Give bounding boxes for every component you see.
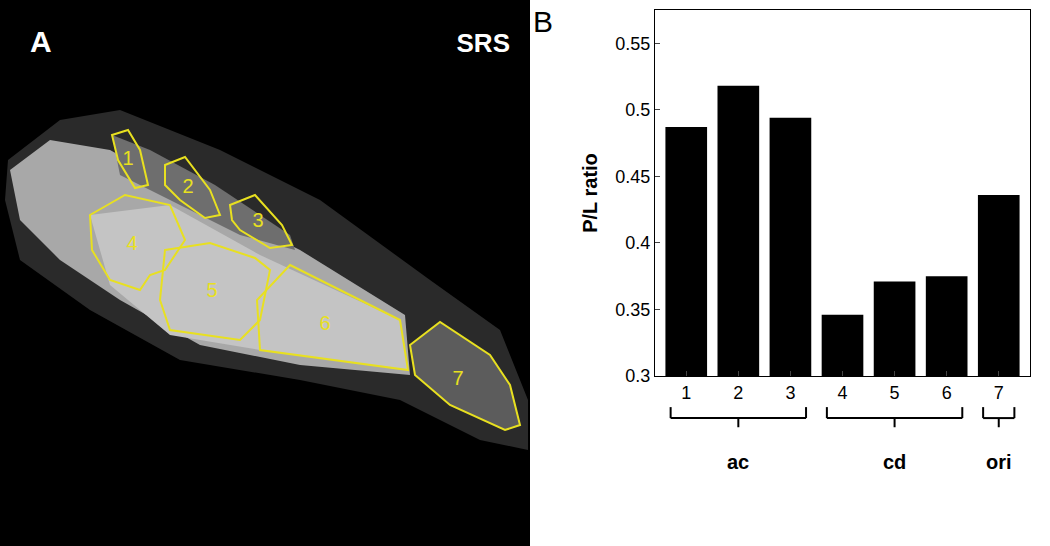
svg-text:0.5: 0.5 bbox=[625, 100, 650, 120]
svg-text:ac: ac bbox=[727, 451, 749, 473]
svg-text:4: 4 bbox=[126, 232, 137, 254]
svg-text:2: 2 bbox=[733, 383, 743, 403]
svg-text:B: B bbox=[533, 5, 553, 38]
svg-text:5: 5 bbox=[890, 383, 900, 403]
svg-text:3: 3 bbox=[785, 383, 795, 403]
svg-text:7: 7 bbox=[994, 383, 1004, 403]
svg-text:0.4: 0.4 bbox=[625, 233, 650, 253]
svg-text:SRS: SRS bbox=[457, 28, 510, 58]
svg-text:P/L ratio: P/L ratio bbox=[579, 153, 601, 233]
svg-text:5: 5 bbox=[206, 279, 217, 301]
svg-text:ori: ori bbox=[986, 451, 1012, 473]
svg-text:7: 7 bbox=[452, 367, 463, 389]
svg-text:cd: cd bbox=[883, 451, 906, 473]
svg-text:1: 1 bbox=[681, 383, 691, 403]
svg-text:0.3: 0.3 bbox=[625, 366, 650, 386]
svg-text:0.45: 0.45 bbox=[615, 167, 650, 187]
svg-text:6: 6 bbox=[942, 383, 952, 403]
svg-text:3: 3 bbox=[252, 209, 263, 231]
svg-text:6: 6 bbox=[319, 312, 330, 334]
svg-text:4: 4 bbox=[837, 383, 847, 403]
svg-text:1: 1 bbox=[122, 147, 133, 169]
svg-text:A: A bbox=[30, 25, 52, 58]
svg-text:0.55: 0.55 bbox=[615, 34, 650, 54]
svg-text:2: 2 bbox=[182, 175, 193, 197]
svg-text:0.35: 0.35 bbox=[615, 300, 650, 320]
